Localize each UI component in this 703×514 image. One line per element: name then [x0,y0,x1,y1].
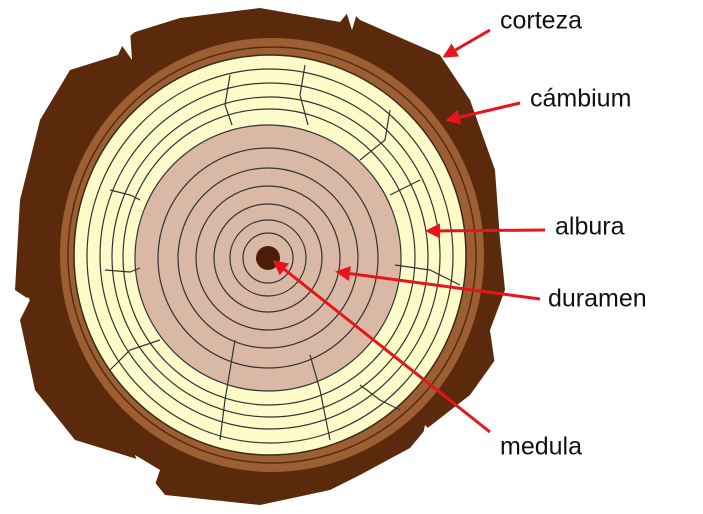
log-cross-section [5,8,505,505]
label: corteza [500,7,582,35]
diagram: corteza cámbium albura duramen medula [0,0,703,509]
label: duramen [548,285,647,313]
label: medula [500,433,582,461]
page: {"nodes": [ {"label": "corteza"}, {"labe… [0,0,703,509]
label: albura [555,213,625,241]
arrow [428,230,545,231]
arrow [445,30,490,56]
label: cámbium [530,85,631,113]
pith [256,246,280,270]
